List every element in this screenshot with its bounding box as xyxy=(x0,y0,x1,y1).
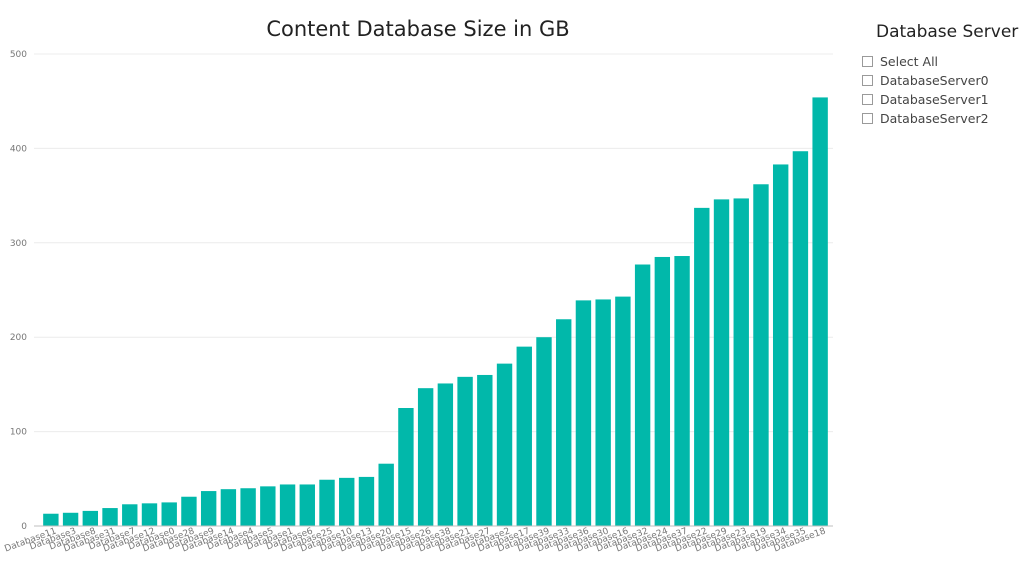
bar-database10[interactable] xyxy=(339,477,355,526)
slicer-item-label: DatabaseServer1 xyxy=(880,92,989,107)
bar-database21[interactable] xyxy=(457,376,473,526)
bar-database11[interactable] xyxy=(43,513,59,526)
bar-database39[interactable] xyxy=(536,337,552,526)
x-axis-tick-labels: Database11Database3Database8Database31Da… xyxy=(3,526,827,554)
bar-database20[interactable] xyxy=(378,463,394,526)
bar-database19[interactable] xyxy=(753,184,769,526)
bar-database23[interactable] xyxy=(733,198,749,526)
bar-database30[interactable] xyxy=(595,299,611,526)
bar-database8[interactable] xyxy=(82,510,99,526)
bar-database9[interactable] xyxy=(200,491,217,526)
checkbox-icon[interactable] xyxy=(862,56,873,67)
y-tick-label: 400 xyxy=(10,144,27,154)
y-tick-label: 300 xyxy=(10,239,27,249)
slicer-item-databaseserver1[interactable]: DatabaseServer1 xyxy=(862,90,1022,109)
bar-database16[interactable] xyxy=(615,296,631,526)
bar-database31[interactable] xyxy=(102,508,118,526)
bar-database17[interactable] xyxy=(516,346,532,526)
bar-database29[interactable] xyxy=(713,199,730,526)
slicer-title: Database Server xyxy=(876,22,1019,42)
slicer-item-databaseserver0[interactable]: DatabaseServer0 xyxy=(862,71,1022,90)
y-tick-label: 0 xyxy=(21,522,27,532)
gridlines xyxy=(34,53,833,433)
bar-database24[interactable] xyxy=(654,256,671,526)
bar-database12[interactable] xyxy=(141,503,158,526)
bar-database35[interactable] xyxy=(792,151,809,527)
slicer-item-label: DatabaseServer2 xyxy=(880,111,989,126)
database-server-slicer: Database Server Select All DatabaseServe… xyxy=(862,22,1022,128)
bar-database5[interactable] xyxy=(260,486,276,526)
bar-database4[interactable] xyxy=(240,488,256,526)
bar-database34[interactable] xyxy=(772,164,789,526)
bar-database6[interactable] xyxy=(299,484,315,526)
bar-database37[interactable] xyxy=(674,256,690,526)
bar-database22[interactable] xyxy=(694,207,710,526)
bars xyxy=(43,97,828,527)
y-axis-tick-labels: 0 100 200 300 400 500 xyxy=(10,50,27,532)
bar-database25[interactable] xyxy=(319,479,335,526)
y-tick-label: 500 xyxy=(10,50,27,60)
bar-database2[interactable] xyxy=(496,363,513,526)
bar-database13[interactable] xyxy=(358,476,375,526)
bar-database18[interactable] xyxy=(812,97,828,527)
bar-database3[interactable] xyxy=(62,512,79,526)
slicer-item-databaseserver2[interactable]: DatabaseServer2 xyxy=(862,109,1022,128)
bar-database28[interactable] xyxy=(181,496,197,526)
slicer-item-label: Select All xyxy=(880,54,939,69)
chart-title: Content Database Size in GB xyxy=(266,17,569,41)
checkbox-icon[interactable] xyxy=(862,113,873,124)
slicer-item-select-all[interactable]: Select All xyxy=(862,52,1022,71)
bar-database7[interactable] xyxy=(122,504,138,526)
bar-database1[interactable] xyxy=(279,484,296,526)
bar-database14[interactable] xyxy=(220,489,237,526)
checkbox-icon[interactable] xyxy=(862,75,873,86)
y-tick-label: 100 xyxy=(10,428,27,438)
bar-chart: Content Database Size in GB 0 100 200 300 40… xyxy=(3,17,833,554)
bar-database27[interactable] xyxy=(477,374,493,526)
bar-database32[interactable] xyxy=(634,264,651,526)
bar-database26[interactable] xyxy=(417,388,434,526)
slicer-item-label: DatabaseServer0 xyxy=(880,73,989,88)
bar-database36[interactable] xyxy=(575,300,592,526)
bar-database33[interactable] xyxy=(556,319,572,526)
checkbox-icon[interactable] xyxy=(862,94,873,105)
bar-database15[interactable] xyxy=(398,408,414,526)
bar-database0[interactable] xyxy=(161,502,177,526)
bar-database38[interactable] xyxy=(437,383,454,526)
y-tick-label: 200 xyxy=(10,333,27,343)
